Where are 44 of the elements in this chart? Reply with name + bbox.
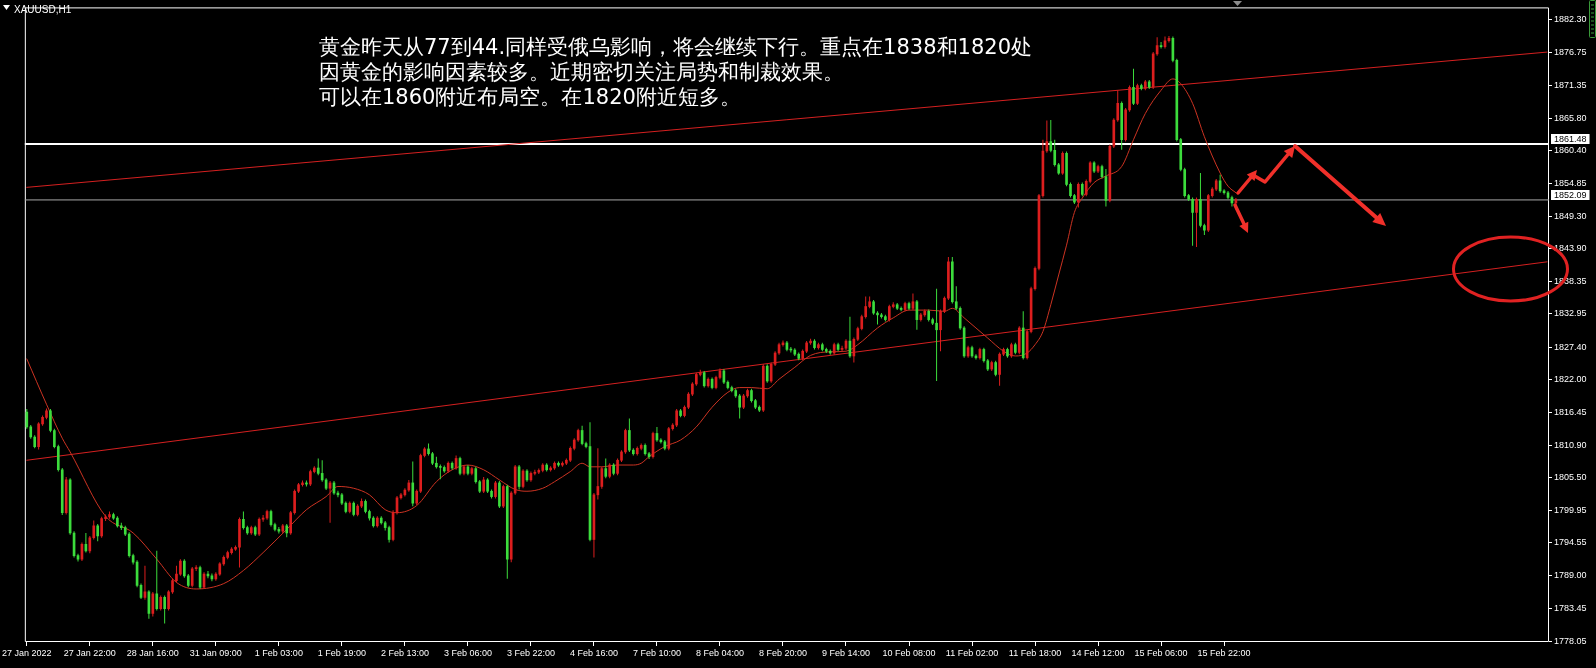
x-tick-label: 8 Feb 04:00 [695, 647, 744, 658]
annotation: 黄金昨天从77到44.同样受俄乌影响，将会继续下行。重点在1838和1820处 [319, 35, 1033, 60]
x-tick-label: 9 Feb 14:00 [821, 647, 871, 658]
x-tick-label: 2 Feb 13:00 [380, 647, 429, 658]
y-tick-label: 1865.80 [1554, 112, 1587, 123]
y-tick-label: 1860.40 [1554, 144, 1587, 155]
y-tick-label: 1805.50 [1554, 472, 1587, 483]
x-tick-label: 27 Jan 22:00 [63, 647, 116, 658]
y-tick-label: 1822.00 [1554, 373, 1587, 384]
annotation: 可以在1860附近布局空。在1820附近短多。 [319, 85, 742, 110]
x-tick-label: 3 Feb 22:00 [506, 647, 555, 658]
y-tick-label: 1854.85 [1554, 177, 1587, 188]
x-tick-label: 10 Feb 08:00 [882, 647, 936, 658]
x-tick-label: 3 Feb 06:00 [443, 647, 492, 658]
y-tick-label: 1827.40 [1554, 341, 1587, 352]
x-tick-label: 14 Feb 12:00 [1071, 647, 1125, 658]
x-tick-label: 11 Feb 02:00 [945, 647, 999, 658]
x-tick-label: 1 Feb 03:00 [254, 647, 303, 658]
y-tick-label: 1794.55 [1554, 537, 1587, 548]
x-tick-label: 7 Feb 10:00 [632, 647, 681, 658]
x-tick-label: 15 Feb 22:00 [1197, 647, 1251, 658]
y-tick-label: 1816.45 [1554, 406, 1587, 417]
y-tick-label: 1799.95 [1554, 505, 1587, 516]
y-tick-label: 1783.45 [1554, 603, 1587, 614]
y-tick-label: 1810.90 [1554, 439, 1587, 450]
ref-line-label: 1861.48 [1554, 133, 1587, 144]
y-tick-label: 1778.05 [1554, 635, 1587, 646]
x-tick-label: 31 Jan 09:00 [189, 647, 242, 658]
y-tick-label: 1849.30 [1554, 211, 1587, 222]
y-tick-label: 1882.30 [1554, 14, 1587, 25]
y-tick-label: 1832.95 [1554, 308, 1587, 319]
candlestick [935, 288, 938, 382]
x-tick-label: 4 Feb 16:00 [569, 647, 618, 658]
annotation: 因黄金的影响因素较多。近期密切关注局势和制裁效果。 [319, 60, 845, 85]
y-tick-label: 1789.00 [1554, 570, 1587, 581]
x-tick-label: 28 Jan 16:00 [126, 647, 179, 658]
y-tick-label: 1876.75 [1554, 47, 1587, 58]
x-tick-label: 11 Feb 18:00 [1008, 647, 1062, 658]
x-tick-label: 1 Feb 19:00 [317, 647, 366, 658]
x-tick-label: 27 Jan 2022 [2, 647, 52, 658]
x-tick-label: 15 Feb 06:00 [1134, 647, 1188, 658]
y-tick-label: 1871.35 [1554, 79, 1587, 90]
x-tick-label: 8 Feb 20:00 [758, 647, 807, 658]
ref-line-label: 1852.09 [1554, 189, 1587, 200]
